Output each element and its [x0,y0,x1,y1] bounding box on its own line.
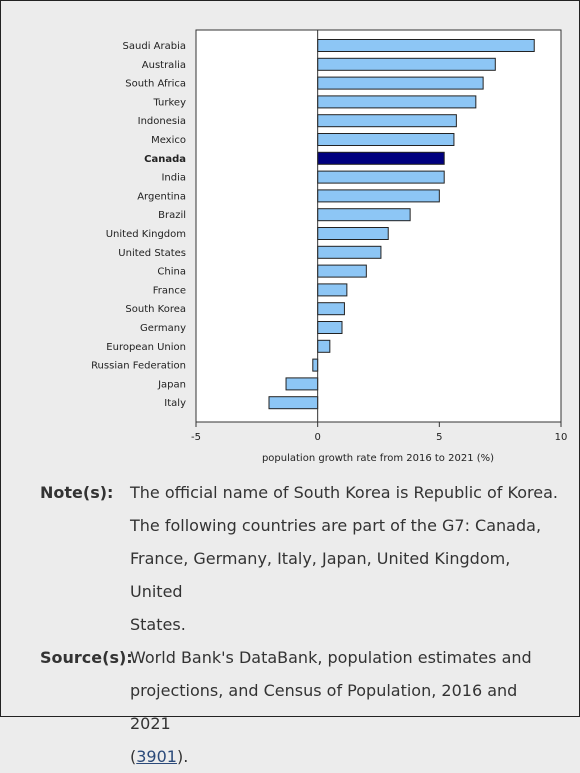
source-line: World Bank's DataBank, population estima… [130,648,532,667]
bar-chart: Saudi Arabia Australia South Africa Turkey I… [91,29,568,464]
category-label: Indonesia [138,116,186,127]
category-label: Canada [144,154,186,165]
source-line: (3901). [130,740,560,773]
bar-germany [317,321,343,334]
bar-south-korea [317,302,345,316]
x-axis-title: population growth rate from 2016 to 2021… [262,453,494,464]
category-label: Argentina [137,191,186,202]
bar-european-union [317,339,331,353]
sources-body: World Bank's DataBank, population estima… [130,641,560,773]
category-label: Saudi Arabia [123,41,186,52]
bar-france [317,283,348,297]
category-label: Germany [140,323,186,334]
bar-indonesia [317,114,457,128]
note-line: France, Germany, Italy, Japan, United Ki… [130,549,511,601]
source-line: projections, and Census of Population, 2… [130,681,518,733]
category-label: Australia [142,60,186,71]
sources-label: Source(s): [40,648,133,667]
category-label: South Africa [125,79,186,90]
bar-canada [317,151,445,165]
category-label: South Korea [125,304,186,315]
bar-japan [285,377,319,391]
source-table-link[interactable]: 3901 [136,747,177,766]
category-label: European Union [106,342,186,353]
category-label: Russian Federation [91,361,186,372]
bar-argentina [317,189,440,203]
x-tick-label: -5 [191,432,201,443]
bar-india [317,170,445,184]
bar-brazil [317,208,411,222]
bar-mexico [317,133,455,146]
notes-section: Note(s): The official name of South Kore… [40,476,560,773]
category-label: Japan [157,379,186,390]
category-label: China [157,267,186,278]
note-line: The following countries are part of the … [130,516,542,535]
category-label: India [161,173,186,184]
sources-row: Source(s): World Bank's DataBank, popula… [40,641,560,773]
bar-united-kingdom [317,227,389,240]
note-line: States. [130,615,186,634]
category-label: Mexico [151,135,186,146]
bar-australia [317,57,496,71]
notes-label: Note(s): [40,483,114,502]
note-line: The official name of South Korea is Repu… [130,483,558,502]
bar-south-africa [317,76,484,90]
bar-turkey [317,95,477,109]
bar-italy [268,396,319,410]
category-label: Italy [164,398,186,409]
category-label: Turkey [152,97,186,108]
notes-body: The official name of South Korea is Repu… [130,476,560,641]
category-label: France [153,285,186,296]
notes-row: Note(s): The official name of South Kore… [40,476,560,641]
category-label: United States [118,248,186,259]
source-close-paren: ). [176,747,189,766]
bar-united-states [317,245,382,259]
x-tick-label: 5 [436,432,442,443]
bar-russian-federation [312,358,319,372]
category-label: Brazil [158,210,186,221]
bar-saudi-arabia [317,39,535,52]
category-label: United Kingdom [106,229,186,240]
x-tick-label: 10 [555,432,568,443]
x-tick-label: 0 [314,432,320,443]
bar-china [317,264,367,278]
plot-area [195,29,562,423]
